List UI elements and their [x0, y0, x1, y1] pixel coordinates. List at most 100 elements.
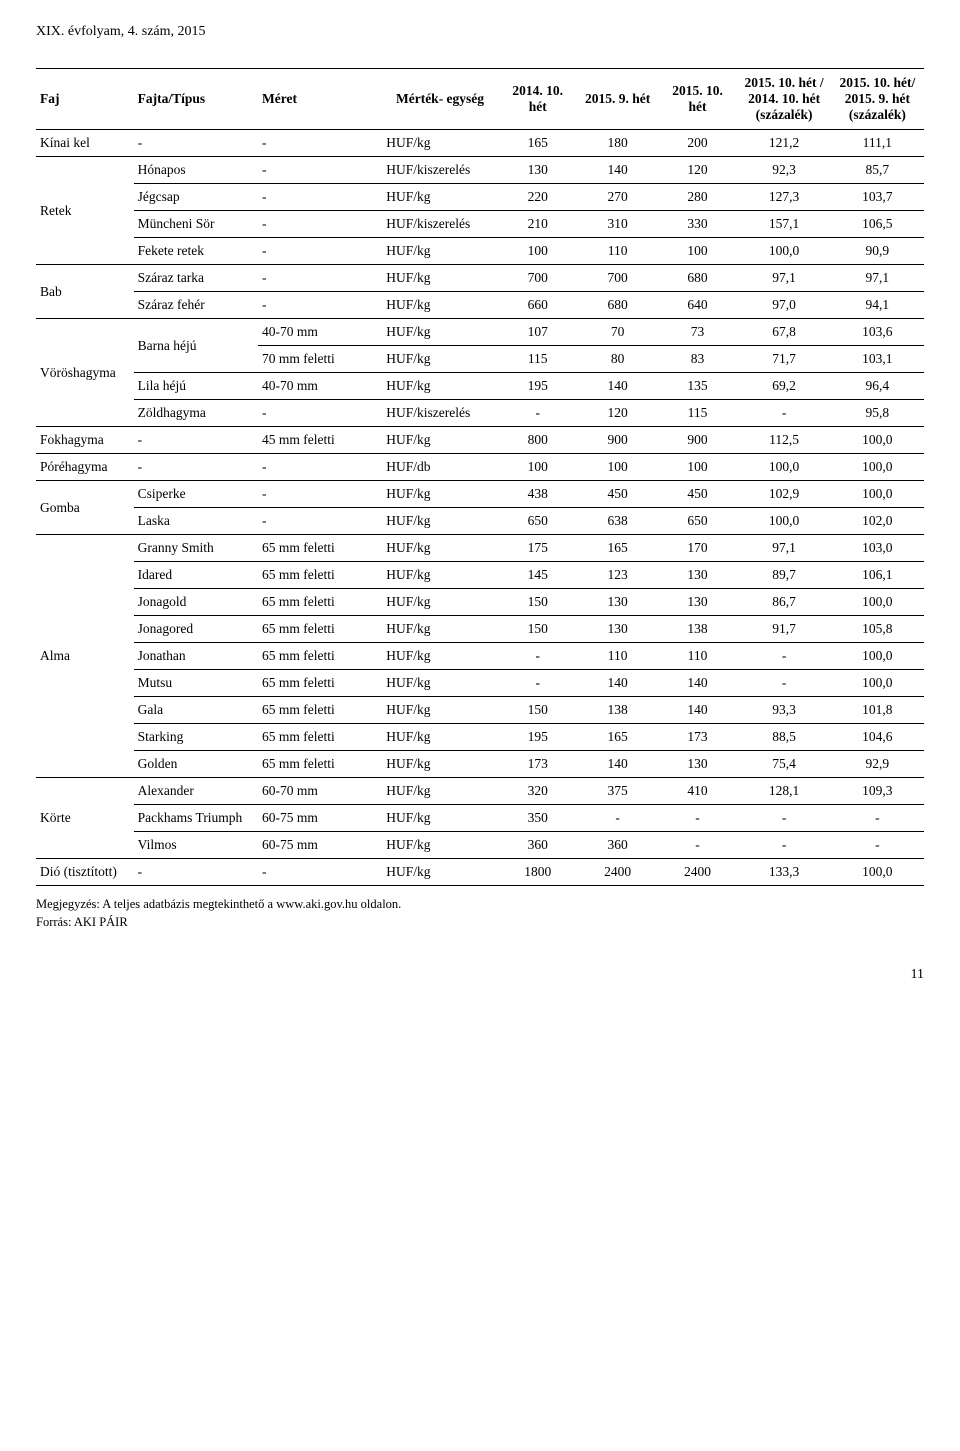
cell-p2: 111,1	[831, 130, 924, 157]
table-row: Lila héjú40-70 mmHUF/kg19514013569,296,4	[36, 373, 924, 400]
cell-v1: 100	[498, 238, 578, 265]
cell-v1: 100	[498, 454, 578, 481]
cell-v2: 165	[578, 535, 658, 562]
cell-v1: 150	[498, 589, 578, 616]
cell-v3: 83	[658, 346, 738, 373]
cell-p1: 133,3	[737, 859, 830, 886]
cell-unit: HUF/db	[382, 454, 497, 481]
cell-fajta: Laska	[134, 508, 258, 535]
cell-faj: Körte	[36, 778, 134, 859]
cell-p2: 102,0	[831, 508, 924, 535]
cell-p2: 103,6	[831, 319, 924, 346]
table-row: BabSzáraz tarka-HUF/kg70070068097,197,1	[36, 265, 924, 292]
cell-p1: 100,0	[737, 508, 830, 535]
cell-fajta: Lila héjú	[134, 373, 258, 400]
cell-meret: 60-75 mm	[258, 832, 382, 859]
table-row: Jonathan65 mm felettiHUF/kg-110110-100,0	[36, 643, 924, 670]
table-row: Kínai kel--HUF/kg165180200121,2111,1	[36, 130, 924, 157]
cell-p2: 105,8	[831, 616, 924, 643]
cell-p2: 103,0	[831, 535, 924, 562]
table-row: Packhams Triumph60-75 mmHUF/kg350----	[36, 805, 924, 832]
cell-v3: 115	[658, 400, 738, 427]
cell-v3: 100	[658, 454, 738, 481]
cell-v3: 640	[658, 292, 738, 319]
cell-faj: Retek	[36, 157, 134, 265]
table-row: GombaCsiperke-HUF/kg438450450102,9100,0	[36, 481, 924, 508]
cell-v3: 280	[658, 184, 738, 211]
table-row: Vilmos60-75 mmHUF/kg360360---	[36, 832, 924, 859]
cell-v2: 100	[578, 454, 658, 481]
cell-p1: -	[737, 832, 830, 859]
cell-meret: 40-70 mm	[258, 373, 382, 400]
cell-fajta: Idared	[134, 562, 258, 589]
cell-v2: 165	[578, 724, 658, 751]
cell-v1: 150	[498, 697, 578, 724]
cell-unit: HUF/kg	[382, 319, 497, 346]
cell-p2: 101,8	[831, 697, 924, 724]
cell-v3: 135	[658, 373, 738, 400]
cell-meret: 65 mm feletti	[258, 589, 382, 616]
cell-v2: 140	[578, 670, 658, 697]
cell-meret: 65 mm feletti	[258, 562, 382, 589]
cell-unit: HUF/kg	[382, 751, 497, 778]
cell-v2: 120	[578, 400, 658, 427]
cell-p1: -	[737, 670, 830, 697]
table-row: Fekete retek-HUF/kg100110100100,090,9	[36, 238, 924, 265]
cell-unit: HUF/kg	[382, 265, 497, 292]
cell-v1: 165	[498, 130, 578, 157]
cell-faj: Fokhagyma	[36, 427, 134, 454]
cell-fajta: Barna héjú	[134, 319, 258, 373]
cell-unit: HUF/kg	[382, 130, 497, 157]
cell-p2: 96,4	[831, 373, 924, 400]
col-p1: 2015. 10. hét / 2014. 10. hét (százalék)	[737, 69, 830, 130]
table-row: Müncheni Sör-HUF/kiszerelés210310330157,…	[36, 211, 924, 238]
cell-meret: -	[258, 184, 382, 211]
cell-v1: 350	[498, 805, 578, 832]
cell-v1: 220	[498, 184, 578, 211]
cell-v1: 107	[498, 319, 578, 346]
cell-v2: 180	[578, 130, 658, 157]
cell-unit: HUF/kg	[382, 184, 497, 211]
cell-meret: 65 mm feletti	[258, 724, 382, 751]
cell-p2: 100,0	[831, 454, 924, 481]
cell-v2: 110	[578, 643, 658, 670]
table-row: Dió (tisztított)--HUF/kg180024002400133,…	[36, 859, 924, 886]
cell-p2: -	[831, 832, 924, 859]
cell-fajta: Golden	[134, 751, 258, 778]
cell-meret: 65 mm feletti	[258, 670, 382, 697]
cell-v2: 123	[578, 562, 658, 589]
cell-faj: Alma	[36, 535, 134, 778]
cell-p2: 92,9	[831, 751, 924, 778]
cell-unit: HUF/kg	[382, 508, 497, 535]
cell-p1: 89,7	[737, 562, 830, 589]
cell-p2: 95,8	[831, 400, 924, 427]
cell-unit: HUF/kg	[382, 346, 497, 373]
cell-v2: 638	[578, 508, 658, 535]
col-v1: 2014. 10. hét	[498, 69, 578, 130]
table-row: Jégcsap-HUF/kg220270280127,3103,7	[36, 184, 924, 211]
page-number: 11	[36, 967, 924, 983]
cell-v3: -	[658, 805, 738, 832]
cell-meret: -	[258, 238, 382, 265]
cell-fajta: Zöldhagyma	[134, 400, 258, 427]
cell-p1: 112,5	[737, 427, 830, 454]
cell-v3: 120	[658, 157, 738, 184]
cell-fajta: Vilmos	[134, 832, 258, 859]
cell-v1: 438	[498, 481, 578, 508]
footnote: Megjegyzés: A teljes adatbázis megtekint…	[36, 896, 924, 931]
table-row: Idared65 mm felettiHUF/kg14512313089,710…	[36, 562, 924, 589]
cell-v1: 173	[498, 751, 578, 778]
table-row: Laska-HUF/kg650638650100,0102,0	[36, 508, 924, 535]
cell-p1: 157,1	[737, 211, 830, 238]
table-row: Jonagored65 mm felettiHUF/kg15013013891,…	[36, 616, 924, 643]
cell-v3: 140	[658, 670, 738, 697]
cell-v1: 660	[498, 292, 578, 319]
cell-fajta: Száraz fehér	[134, 292, 258, 319]
cell-p1: 127,3	[737, 184, 830, 211]
cell-p2: 90,9	[831, 238, 924, 265]
table-row: Starking65 mm felettiHUF/kg19516517388,5…	[36, 724, 924, 751]
cell-v2: 130	[578, 616, 658, 643]
cell-v3: 130	[658, 562, 738, 589]
cell-v2: 130	[578, 589, 658, 616]
cell-fajta: Müncheni Sör	[134, 211, 258, 238]
